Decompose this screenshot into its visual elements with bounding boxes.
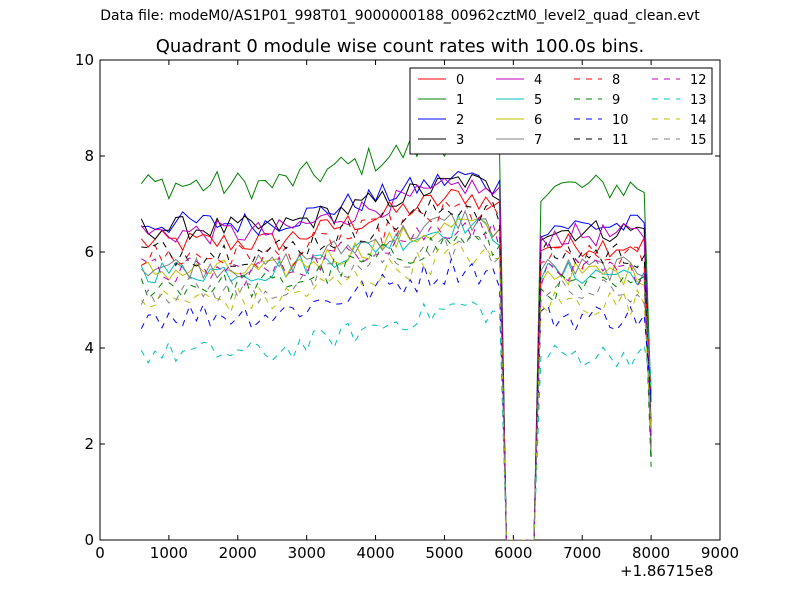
series-line-3 — [140, 173, 652, 540]
legend-label-14: 14 — [690, 113, 707, 128]
figure-suptitle: Data file: modeM0/AS1P01_998T01_90000001… — [100, 8, 700, 24]
series-line-5 — [140, 213, 652, 540]
series-line-4 — [140, 177, 652, 540]
x-tick-label: 6000 — [494, 544, 532, 562]
series-line-9 — [140, 230, 652, 540]
y-tick-label: 2 — [84, 435, 94, 453]
legend-label-15: 15 — [690, 133, 707, 148]
series-line-0 — [140, 188, 652, 540]
x-tick-label: 3000 — [288, 544, 326, 562]
legend-label-2: 2 — [456, 113, 464, 128]
series-line-12 — [141, 215, 652, 540]
y-tick-label: 4 — [84, 339, 94, 357]
y-tick-label: 0 — [84, 531, 94, 549]
series-line-10 — [140, 257, 652, 540]
legend-label-3: 3 — [456, 133, 464, 148]
series-line-6 — [141, 217, 652, 540]
x-axis-offset-label: +1.86715e8 — [620, 562, 714, 580]
x-tick-label: 0 — [95, 544, 105, 562]
legend-label-8: 8 — [612, 73, 620, 88]
series-line-15 — [140, 235, 652, 540]
series-line-2 — [141, 170, 652, 540]
series-line-1 — [140, 126, 652, 540]
legend-label-11: 11 — [612, 133, 629, 148]
y-tick-label: 10 — [75, 51, 94, 69]
legend-label-12: 12 — [690, 73, 707, 88]
series-line-8 — [141, 199, 652, 540]
legend-label-1: 1 — [456, 93, 464, 108]
legend-label-5: 5 — [534, 93, 542, 108]
legend-label-10: 10 — [612, 113, 629, 128]
legend-label-13: 13 — [690, 93, 707, 108]
x-tick-label: 4000 — [356, 544, 394, 562]
legend-label-6: 6 — [534, 113, 542, 128]
y-tick-label: 8 — [84, 147, 94, 165]
chart-title: Quadrant 0 module wise count rates with … — [155, 36, 645, 57]
series-line-14 — [140, 241, 652, 540]
x-tick-label: 1000 — [150, 544, 188, 562]
legend-label-9: 9 — [612, 93, 620, 108]
legend-label-0: 0 — [456, 73, 464, 88]
plot-frame — [99, 59, 721, 541]
legend-box — [409, 67, 713, 155]
x-tick-label: 5000 — [425, 544, 463, 562]
x-tick-label: 8000 — [632, 544, 670, 562]
series-line-13 — [140, 301, 652, 540]
legend-label-7: 7 — [534, 133, 542, 148]
series-line-11 — [141, 198, 652, 540]
series-group — [140, 126, 652, 540]
x-tick-label: 9000 — [701, 544, 739, 562]
legend-label-4: 4 — [534, 73, 542, 88]
x-tick-label: 7000 — [563, 544, 601, 562]
x-tick-label: 2000 — [219, 544, 257, 562]
y-tick-label: 6 — [84, 243, 94, 261]
